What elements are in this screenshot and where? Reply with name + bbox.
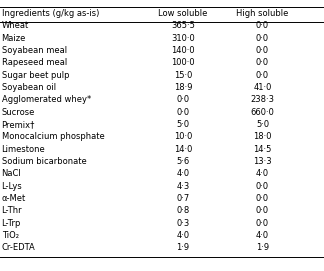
Text: Agglomerated whey*: Agglomerated whey* [2, 95, 91, 104]
Text: Wheat: Wheat [2, 21, 29, 30]
Text: 0·7: 0·7 [177, 194, 190, 203]
Text: 0·0: 0·0 [177, 108, 190, 117]
Text: 0·0: 0·0 [256, 21, 269, 30]
Text: 660·0: 660·0 [250, 108, 274, 117]
Text: 10·0: 10·0 [174, 132, 192, 141]
Text: Soyabean oil: Soyabean oil [2, 83, 56, 92]
Text: 0·8: 0·8 [177, 206, 190, 215]
Text: 5·0: 5·0 [256, 120, 269, 129]
Text: 310·0: 310·0 [171, 34, 195, 43]
Text: 0·0: 0·0 [256, 70, 269, 80]
Text: NaCl: NaCl [2, 169, 21, 178]
Text: 14·0: 14·0 [174, 144, 192, 154]
Text: Cr-EDTA: Cr-EDTA [2, 243, 35, 252]
Text: 41·0: 41·0 [253, 83, 272, 92]
Text: 18·0: 18·0 [253, 132, 272, 141]
Text: Maize: Maize [2, 34, 26, 43]
Text: L-Thr: L-Thr [2, 206, 22, 215]
Text: 238·3: 238·3 [250, 95, 274, 104]
Text: 5·6: 5·6 [177, 157, 190, 166]
Text: 14·5: 14·5 [253, 144, 272, 154]
Text: 140·0: 140·0 [171, 46, 195, 55]
Text: 5·0: 5·0 [177, 120, 190, 129]
Text: Premix†: Premix† [2, 120, 35, 129]
Text: TiO₂: TiO₂ [2, 231, 18, 240]
Text: Rapeseed meal: Rapeseed meal [2, 58, 67, 67]
Text: α-Met: α-Met [2, 194, 26, 203]
Text: 4·0: 4·0 [177, 231, 190, 240]
Text: Ingredients (g/kg as-is): Ingredients (g/kg as-is) [2, 9, 99, 18]
Text: 1·9: 1·9 [177, 243, 190, 252]
Text: 365·5: 365·5 [171, 21, 195, 30]
Text: 0·3: 0·3 [177, 218, 190, 228]
Text: 4·3: 4·3 [177, 182, 190, 191]
Text: 4·0: 4·0 [256, 231, 269, 240]
Text: L-Lys: L-Lys [2, 182, 22, 191]
Text: Monocalcium phosphate: Monocalcium phosphate [2, 132, 104, 141]
Text: 0·0: 0·0 [256, 182, 269, 191]
Text: Sugar beet pulp: Sugar beet pulp [2, 70, 69, 80]
Text: 0·0: 0·0 [256, 46, 269, 55]
Text: 0·0: 0·0 [256, 58, 269, 67]
Text: 0·0: 0·0 [256, 206, 269, 215]
Text: 0·0: 0·0 [256, 218, 269, 228]
Text: 4·0: 4·0 [256, 169, 269, 178]
Text: Low soluble: Low soluble [158, 9, 208, 18]
Text: 0·0: 0·0 [177, 95, 190, 104]
Text: 0·0: 0·0 [256, 194, 269, 203]
Text: Limestone: Limestone [2, 144, 45, 154]
Text: Sodium bicarbonate: Sodium bicarbonate [2, 157, 87, 166]
Text: 4·0: 4·0 [177, 169, 190, 178]
Text: Sucrose: Sucrose [2, 108, 35, 117]
Text: High soluble: High soluble [236, 9, 289, 18]
Text: 18·9: 18·9 [174, 83, 192, 92]
Text: 100·0: 100·0 [171, 58, 195, 67]
Text: L-Trp: L-Trp [2, 218, 21, 228]
Text: 0·0: 0·0 [256, 34, 269, 43]
Text: 1·9: 1·9 [256, 243, 269, 252]
Text: 13·3: 13·3 [253, 157, 272, 166]
Text: Soyabean meal: Soyabean meal [2, 46, 67, 55]
Text: 15·0: 15·0 [174, 70, 192, 80]
